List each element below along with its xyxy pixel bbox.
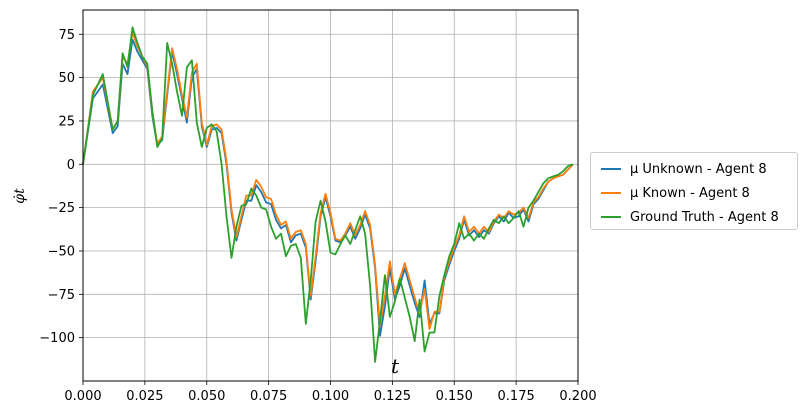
x-tick-label: 0.200 (559, 389, 596, 404)
legend-entry-ground-truth: Ground Truth - Agent 8 (601, 207, 779, 227)
legend-label-ground-truth: Ground Truth - Agent 8 (630, 209, 779, 225)
y-axis-label: φ̇t (12, 188, 28, 204)
x-tick-label: 0.075 (250, 389, 287, 404)
x-tick-label: 0.100 (312, 389, 349, 404)
legend-label-known: μ Known - Agent 8 (630, 185, 750, 201)
series-line-2 (82, 31, 574, 330)
x-axis-label: t (391, 354, 400, 378)
y-tick-label: −75 (48, 288, 75, 303)
x-tick-label: 0.125 (374, 389, 411, 404)
y-axis: 75 50 25 0 −25 −50 −75 −100 (39, 28, 83, 346)
legend-entry-unknown: μ Unknown - Agent 8 (601, 159, 767, 179)
y-tick-label: −100 (39, 331, 75, 346)
y-tick-label: 50 (58, 71, 75, 86)
y-tick-label: −50 (48, 244, 75, 259)
series-line-1 (82, 38, 574, 337)
legend: μ Unknown - Agent 8 μ Known - Agent 8 Gr… (590, 152, 798, 230)
x-tick-label: 0.025 (126, 389, 163, 404)
x-tick-label: 0.000 (64, 389, 101, 404)
grid-lines (82, 10, 579, 381)
x-tick-label: 0.150 (436, 389, 473, 404)
x-tick-label: 0.050 (188, 389, 225, 404)
x-axis: 0.000 0.025 0.050 0.075 0.100 0.125 0.150 0.175… (64, 381, 597, 404)
series-lines (82, 26, 574, 363)
legend-label-unknown: μ Unknown - Agent 8 (630, 161, 767, 177)
y-tick-label: 75 (58, 28, 75, 43)
x-tick-label: 0.175 (498, 389, 535, 404)
legend-entry-known: μ Known - Agent 8 (601, 183, 750, 203)
legend-swatch-ground-truth (601, 216, 621, 218)
legend-swatch-unknown (601, 168, 621, 170)
legend-swatch-known (601, 192, 621, 194)
y-tick-label: 0 (67, 158, 75, 173)
y-tick-label: 25 (58, 114, 75, 129)
y-tick-label: −25 (48, 201, 75, 216)
series-line-3 (82, 26, 574, 363)
